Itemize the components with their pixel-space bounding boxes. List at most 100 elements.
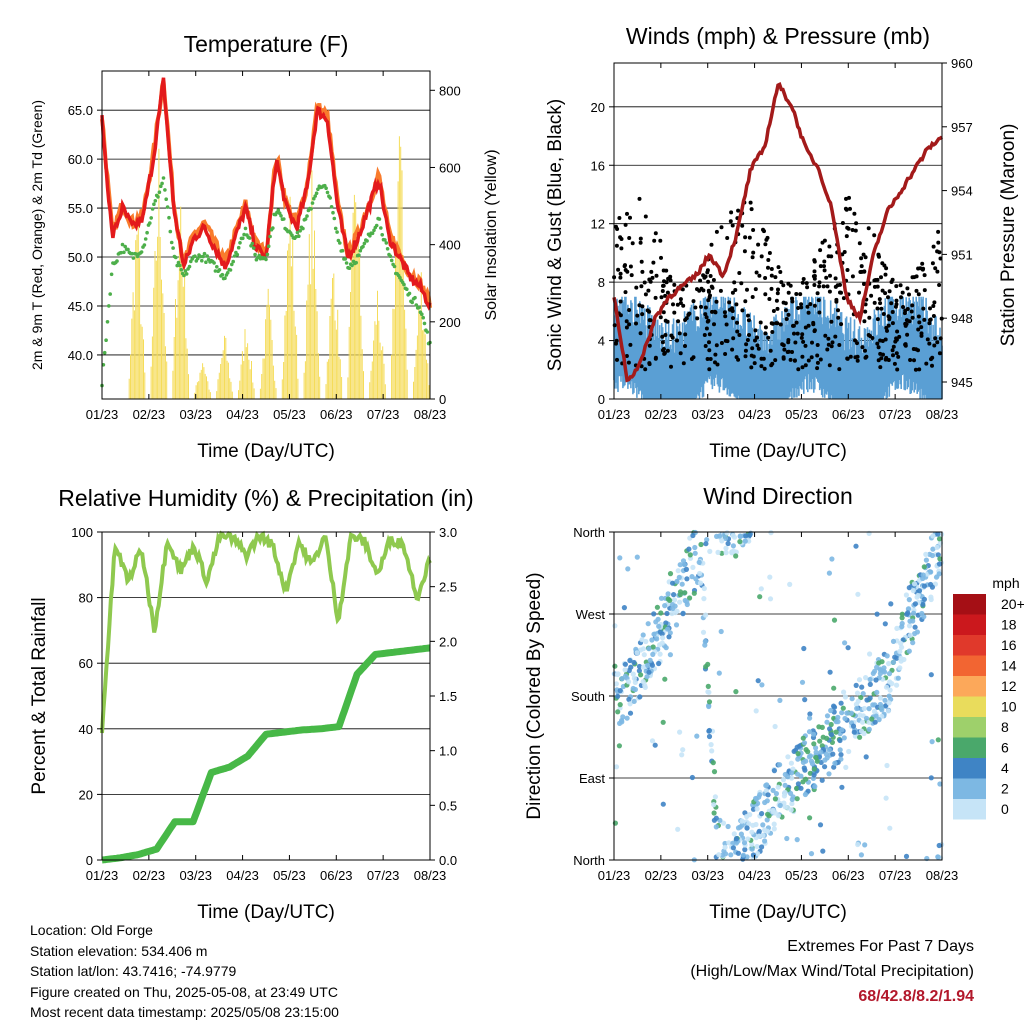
direction-point (683, 566, 690, 573)
gust-point (773, 358, 778, 363)
gust-point (746, 313, 750, 318)
gust-point (628, 342, 633, 347)
gust-point (635, 313, 640, 318)
direction-point (842, 715, 848, 722)
direction-point (838, 700, 844, 706)
gust-point (891, 344, 896, 349)
gust-point (661, 348, 665, 353)
direction-point (733, 836, 740, 842)
gust-point (894, 298, 899, 303)
direction-point (911, 610, 917, 616)
gust-point (799, 335, 804, 340)
gust-point (730, 223, 735, 228)
direction-point (794, 837, 800, 843)
gust-point (825, 284, 830, 289)
direction-point (677, 599, 683, 605)
gust-point (884, 355, 889, 360)
gust-point (784, 308, 788, 313)
gust-point (917, 320, 922, 325)
gust-point (774, 298, 779, 303)
direction-point (630, 685, 636, 692)
gust-point (881, 312, 886, 316)
direction-point (841, 735, 847, 741)
humidity-xtick-label: 05/23 (273, 868, 306, 883)
direction-point (828, 732, 835, 738)
direction-point (711, 769, 718, 775)
direction-point (920, 572, 926, 578)
temperature-ytick-label: 45.0 (68, 299, 93, 314)
gust-point (647, 343, 652, 348)
direction-point (850, 723, 857, 729)
dewpoint-point (107, 304, 111, 308)
direction-point (640, 632, 646, 638)
direction-point (795, 751, 801, 757)
gust-point (850, 274, 855, 279)
gust-point (730, 347, 735, 352)
direction-point (857, 734, 863, 740)
gust-point (889, 280, 894, 284)
direction-point (827, 726, 833, 732)
gust-point (678, 301, 683, 305)
gust-point (852, 211, 857, 216)
gust-point (707, 367, 712, 372)
direction-point (625, 566, 631, 572)
winds-ytick-label: 20 (591, 100, 605, 115)
gust-point (937, 283, 942, 287)
gust-point (862, 282, 866, 286)
direction-point (831, 764, 837, 770)
direction-point (658, 610, 664, 616)
direction-point (866, 706, 872, 712)
dewpoint-point (152, 202, 156, 206)
dewpoint-point (313, 194, 318, 198)
gust-point (895, 367, 900, 372)
gust-point (781, 356, 786, 361)
station-info: Location: Old Forge Station elevation: 5… (30, 920, 339, 1023)
direction-point (679, 752, 685, 758)
direction-ytick-label: North (573, 853, 605, 868)
direction-point (725, 540, 731, 547)
gust-point (695, 287, 699, 292)
direction-point (831, 617, 838, 623)
dewpoint-point (217, 268, 222, 272)
gust-point (752, 361, 757, 366)
direction-point (812, 783, 818, 790)
gust-point (751, 228, 756, 232)
humidity-ytick-label: 100 (71, 525, 93, 540)
direction-point (722, 844, 728, 850)
gust-point (928, 306, 932, 311)
direction-point (877, 695, 884, 701)
direction-point (861, 730, 867, 737)
gust-point (614, 338, 619, 343)
direction-point (665, 626, 671, 632)
gust-point (707, 340, 711, 345)
gust-point (725, 236, 730, 240)
direction-xtick-label: 04/23 (738, 868, 771, 883)
gust-point (638, 236, 643, 241)
direction-point (808, 851, 815, 857)
gust-point (894, 284, 899, 289)
gust-point (775, 306, 780, 311)
dewpoint-point (310, 201, 315, 205)
gust-point (912, 358, 916, 363)
gust-point (778, 322, 783, 327)
direction-point (929, 739, 935, 745)
direction-point (839, 784, 845, 790)
gust-point (910, 275, 915, 280)
direction-point (833, 719, 839, 725)
dewpoint-point (372, 228, 376, 233)
dewpoint-point (195, 256, 200, 261)
dewpoint-point (264, 257, 268, 262)
direction-point (822, 757, 828, 763)
temperature-ytick-label: 65.0 (68, 103, 93, 118)
direction-point (622, 661, 629, 667)
gust-point (861, 252, 866, 257)
gust-point (678, 351, 683, 356)
direction-point (647, 657, 653, 663)
gust-point (924, 361, 929, 366)
direction-point (657, 651, 663, 657)
direction-point (687, 552, 693, 558)
direction-point (936, 536, 943, 542)
direction-point (915, 592, 921, 599)
direction-point (637, 694, 643, 700)
direction-point (807, 815, 813, 821)
